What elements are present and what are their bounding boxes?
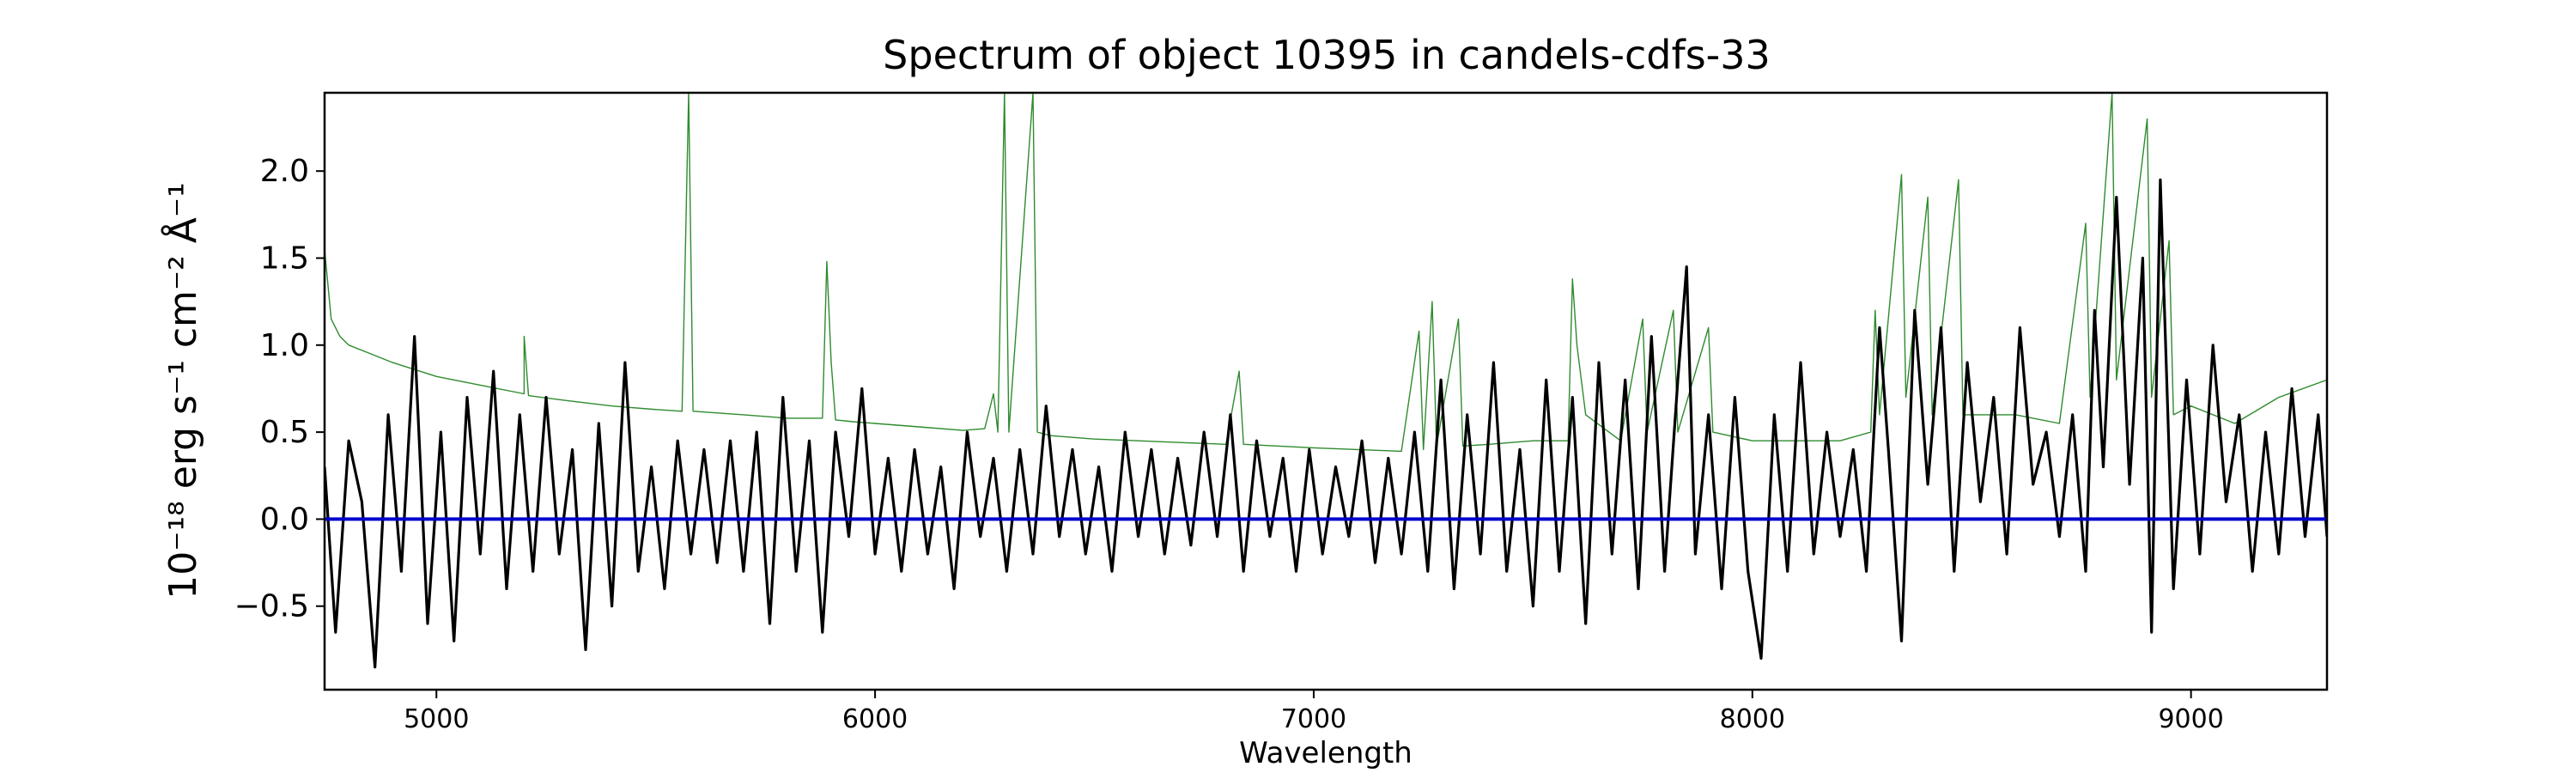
series-line-thin <box>325 93 2327 453</box>
chart-title: Spectrum of object 10395 in candels-cdfs… <box>883 32 1771 78</box>
y-axis: −0.5 0.0 0.5 1.0 1.5 2.0 <box>234 154 325 624</box>
x-axis: 5000 6000 7000 8000 9000 <box>404 690 2224 734</box>
plot-area <box>325 93 2327 669</box>
x-tick-label: 6000 <box>842 704 908 734</box>
x-tick-label: 9000 <box>2158 704 2223 734</box>
plot-frame <box>323 91 2329 691</box>
y-tick-label: 0.0 <box>260 502 309 537</box>
y-axis-label: 10⁻¹⁸ erg s⁻¹ cm⁻² Å⁻¹ <box>160 182 205 599</box>
x-tick-label: 7000 <box>1281 704 1346 734</box>
x-tick-label: 5000 <box>404 704 469 734</box>
y-tick-label: 0.5 <box>260 415 309 450</box>
y-tick-label: 1.0 <box>260 328 309 363</box>
y-tick-label: 2.0 <box>260 154 309 189</box>
series-line-thick <box>325 178 2327 669</box>
y-tick-label: 1.5 <box>260 240 309 276</box>
x-tick-label: 8000 <box>1720 704 1785 734</box>
y-tick-label: −0.5 <box>234 589 309 624</box>
x-axis-label: Wavelength <box>1239 736 1413 770</box>
